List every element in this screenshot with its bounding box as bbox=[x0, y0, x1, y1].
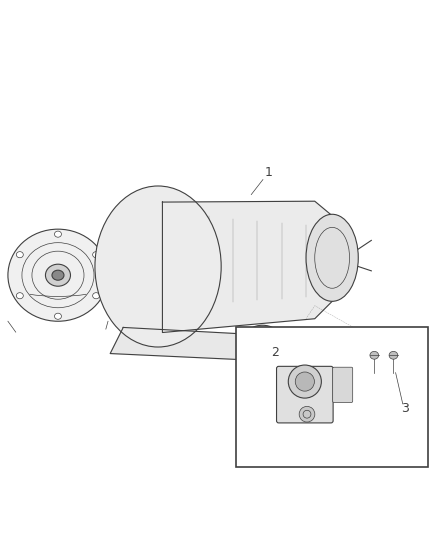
Ellipse shape bbox=[54, 231, 61, 237]
Text: 2: 2 bbox=[271, 346, 279, 359]
Ellipse shape bbox=[16, 252, 23, 258]
Ellipse shape bbox=[46, 264, 71, 286]
Ellipse shape bbox=[288, 365, 321, 398]
Ellipse shape bbox=[52, 270, 64, 280]
Ellipse shape bbox=[299, 406, 315, 422]
FancyBboxPatch shape bbox=[276, 366, 333, 423]
Ellipse shape bbox=[16, 293, 23, 299]
Ellipse shape bbox=[95, 186, 221, 347]
Ellipse shape bbox=[295, 372, 314, 391]
Ellipse shape bbox=[92, 252, 99, 258]
Polygon shape bbox=[162, 201, 350, 333]
Ellipse shape bbox=[246, 325, 279, 347]
Polygon shape bbox=[110, 327, 297, 362]
Text: 3: 3 bbox=[401, 402, 409, 415]
Ellipse shape bbox=[306, 214, 358, 301]
Ellipse shape bbox=[389, 351, 398, 359]
Ellipse shape bbox=[370, 351, 378, 359]
Ellipse shape bbox=[54, 313, 61, 319]
Text: 1: 1 bbox=[265, 166, 273, 180]
Ellipse shape bbox=[8, 229, 108, 321]
FancyBboxPatch shape bbox=[333, 367, 353, 402]
Bar bbox=[237, 327, 428, 467]
Ellipse shape bbox=[92, 293, 99, 299]
